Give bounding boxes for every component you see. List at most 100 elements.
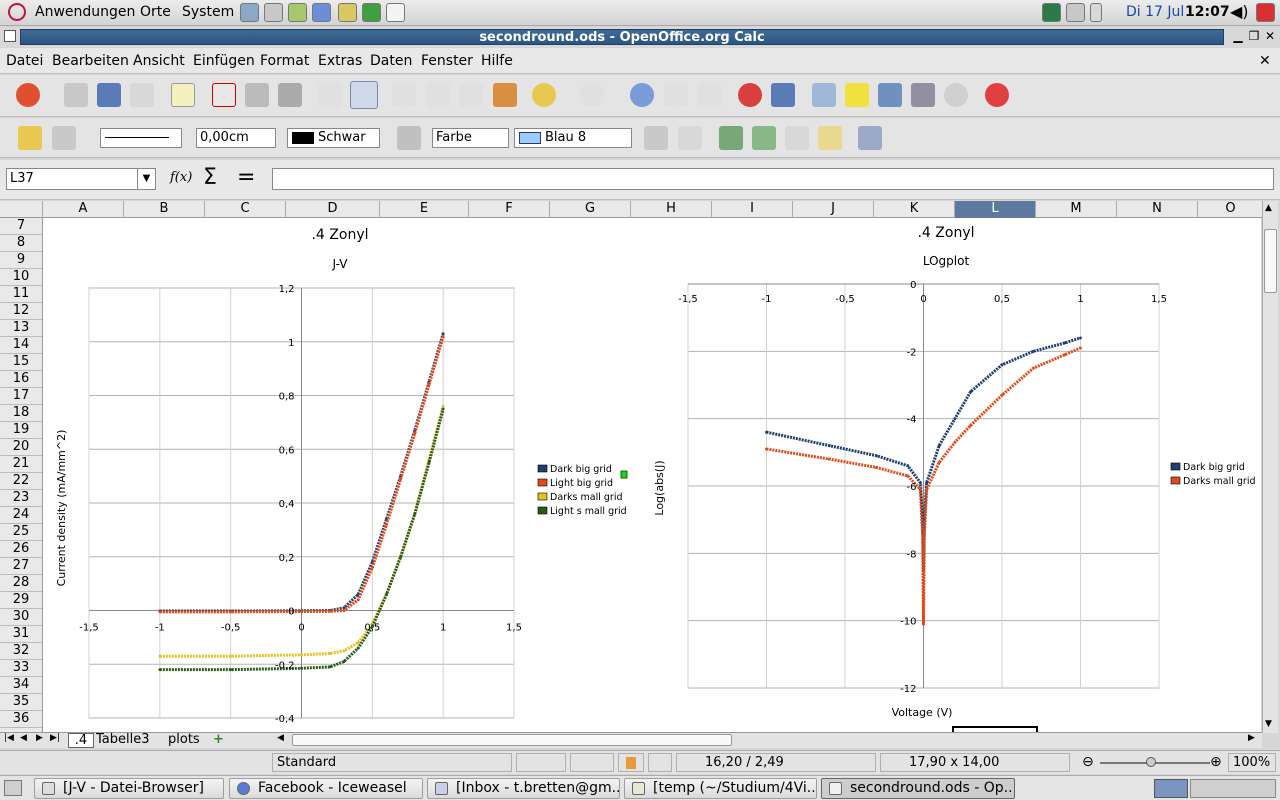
menu-daten[interactable]: Daten <box>370 53 413 69</box>
row-header[interactable]: 14 <box>0 337 42 354</box>
launcher-calc-icon[interactable] <box>338 3 357 22</box>
row-header[interactable]: 12 <box>0 303 42 320</box>
data-point[interactable] <box>427 461 431 465</box>
column-header[interactable]: I <box>712 201 793 218</box>
row-header[interactable]: 15 <box>0 354 42 371</box>
menu-format[interactable]: Format <box>260 53 310 69</box>
zoom-icon[interactable] <box>944 83 968 107</box>
prev-sheet-icon[interactable]: ◀ <box>20 733 27 743</box>
email-icon[interactable] <box>130 83 154 107</box>
menu-fenster[interactable]: Fenster <box>421 53 473 69</box>
row-header[interactable]: 32 <box>0 643 42 660</box>
data-point[interactable] <box>399 477 403 481</box>
row-header[interactable]: 19 <box>0 422 42 439</box>
row-header[interactable]: 31 <box>0 626 42 643</box>
data-point[interactable] <box>427 383 431 387</box>
data-point[interactable] <box>1079 336 1082 340</box>
column-header[interactable]: J <box>793 201 874 218</box>
show-desktop-icon[interactable] <box>4 780 22 796</box>
chart-logplot[interactable]: .4 Zonyl LOgplot Log(abs(J) Voltage (V) … <box>653 225 1256 734</box>
sort-descending-icon[interactable] <box>697 83 721 107</box>
data-point[interactable] <box>385 523 388 526</box>
zoom-out-icon[interactable]: ⊖ <box>1082 754 1094 770</box>
chart-jv[interactable]: .4 Zonyl J-V Current density (mA/mm^2) -… <box>55 227 628 725</box>
series-line-3[interactable] <box>159 408 445 672</box>
data-point[interactable] <box>300 666 303 670</box>
row-header[interactable]: 23 <box>0 490 42 507</box>
workspace-switcher[interactable] <box>1154 779 1188 798</box>
shadow-icon[interactable] <box>644 126 668 150</box>
menu-system[interactable]: System <box>182 4 235 20</box>
data-point[interactable] <box>413 431 417 435</box>
star-icon[interactable] <box>845 83 869 107</box>
data-point[interactable] <box>827 457 831 461</box>
data-sources-icon[interactable] <box>911 83 935 107</box>
data-point[interactable] <box>925 487 929 491</box>
row-header[interactable]: 34 <box>0 677 42 694</box>
column-header[interactable]: E <box>380 201 469 218</box>
data-point[interactable] <box>370 566 374 569</box>
menu-bearbeiten[interactable]: Bearbeiten <box>52 53 129 69</box>
data-point[interactable] <box>875 466 878 469</box>
data-point[interactable] <box>969 424 972 427</box>
data-point[interactable] <box>342 660 346 663</box>
task-iceweasel[interactable]: Facebook - Iceweasel <box>229 778 423 799</box>
data-point[interactable] <box>925 481 929 485</box>
next-sheet-icon[interactable]: ▶ <box>36 733 43 743</box>
data-point[interactable] <box>441 404 445 408</box>
data-point[interactable] <box>229 668 233 672</box>
chart-icon[interactable] <box>738 83 762 107</box>
save-icon[interactable] <box>97 83 121 107</box>
first-sheet-icon[interactable]: |◀ <box>4 733 14 743</box>
menu-places[interactable]: Orte <box>140 4 171 20</box>
data-point[interactable] <box>1032 349 1035 353</box>
line-style-select[interactable] <box>100 128 182 148</box>
row-header[interactable]: 11 <box>0 286 42 303</box>
data-point[interactable] <box>342 606 346 610</box>
row-header[interactable]: 35 <box>0 694 42 711</box>
sheet-tab-active[interactable]: .4 <box>68 733 94 748</box>
row-header[interactable]: 28 <box>0 575 42 592</box>
launcher-music-icon[interactable] <box>288 3 307 22</box>
gallery-icon[interactable] <box>878 83 902 107</box>
launcher-phone-icon[interactable] <box>264 3 283 22</box>
row-header[interactable]: 25 <box>0 524 42 541</box>
scroll-up-icon[interactable]: ▲ <box>1265 203 1272 213</box>
data-point[interactable] <box>1000 393 1004 397</box>
task-inbox[interactable]: [Inbox - t.bretten@gm... <box>427 778 620 799</box>
volume-icon[interactable]: ◀) <box>1230 2 1249 21</box>
data-point[interactable] <box>827 444 831 447</box>
data-point[interactable] <box>229 610 233 614</box>
row-header[interactable]: 17 <box>0 388 42 405</box>
hyperlink-icon[interactable] <box>630 83 654 107</box>
data-point[interactable] <box>158 654 162 658</box>
data-point[interactable] <box>1000 363 1004 367</box>
row-header[interactable]: 8 <box>0 235 42 252</box>
column-header[interactable]: H <box>631 201 712 218</box>
edit-file-icon[interactable] <box>171 83 195 107</box>
to-foreground-icon[interactable] <box>818 126 842 150</box>
cut-icon[interactable] <box>392 83 416 107</box>
row-header[interactable]: 22 <box>0 473 42 490</box>
data-point[interactable] <box>328 652 332 655</box>
horizontal-scroll-thumb[interactable] <box>292 734 732 746</box>
data-point[interactable] <box>953 417 957 421</box>
charts-layer[interactable]: .4 Zonyl J-V Current density (mA/mm^2) -… <box>43 218 1261 734</box>
data-point[interactable] <box>413 512 417 516</box>
tray-battery-icon[interactable] <box>1090 3 1102 22</box>
open-icon[interactable] <box>64 83 88 107</box>
alignment-icon[interactable] <box>858 126 882 150</box>
data-point[interactable] <box>328 609 332 613</box>
data-point[interactable] <box>342 609 346 612</box>
data-point[interactable] <box>356 592 360 596</box>
chevron-down-icon[interactable]: ▼ <box>137 169 155 189</box>
name-box[interactable]: L37 ▼ <box>6 168 156 190</box>
row-header[interactable]: 30 <box>0 609 42 626</box>
redo-icon[interactable] <box>580 83 604 107</box>
data-point[interactable] <box>906 474 910 478</box>
data-point[interactable] <box>969 390 972 394</box>
hscroll-right-icon[interactable]: ▶ <box>1248 733 1255 743</box>
arrow-style-icon[interactable] <box>52 126 76 150</box>
row-header[interactable]: 7 <box>0 218 42 235</box>
data-point[interactable] <box>765 430 768 434</box>
